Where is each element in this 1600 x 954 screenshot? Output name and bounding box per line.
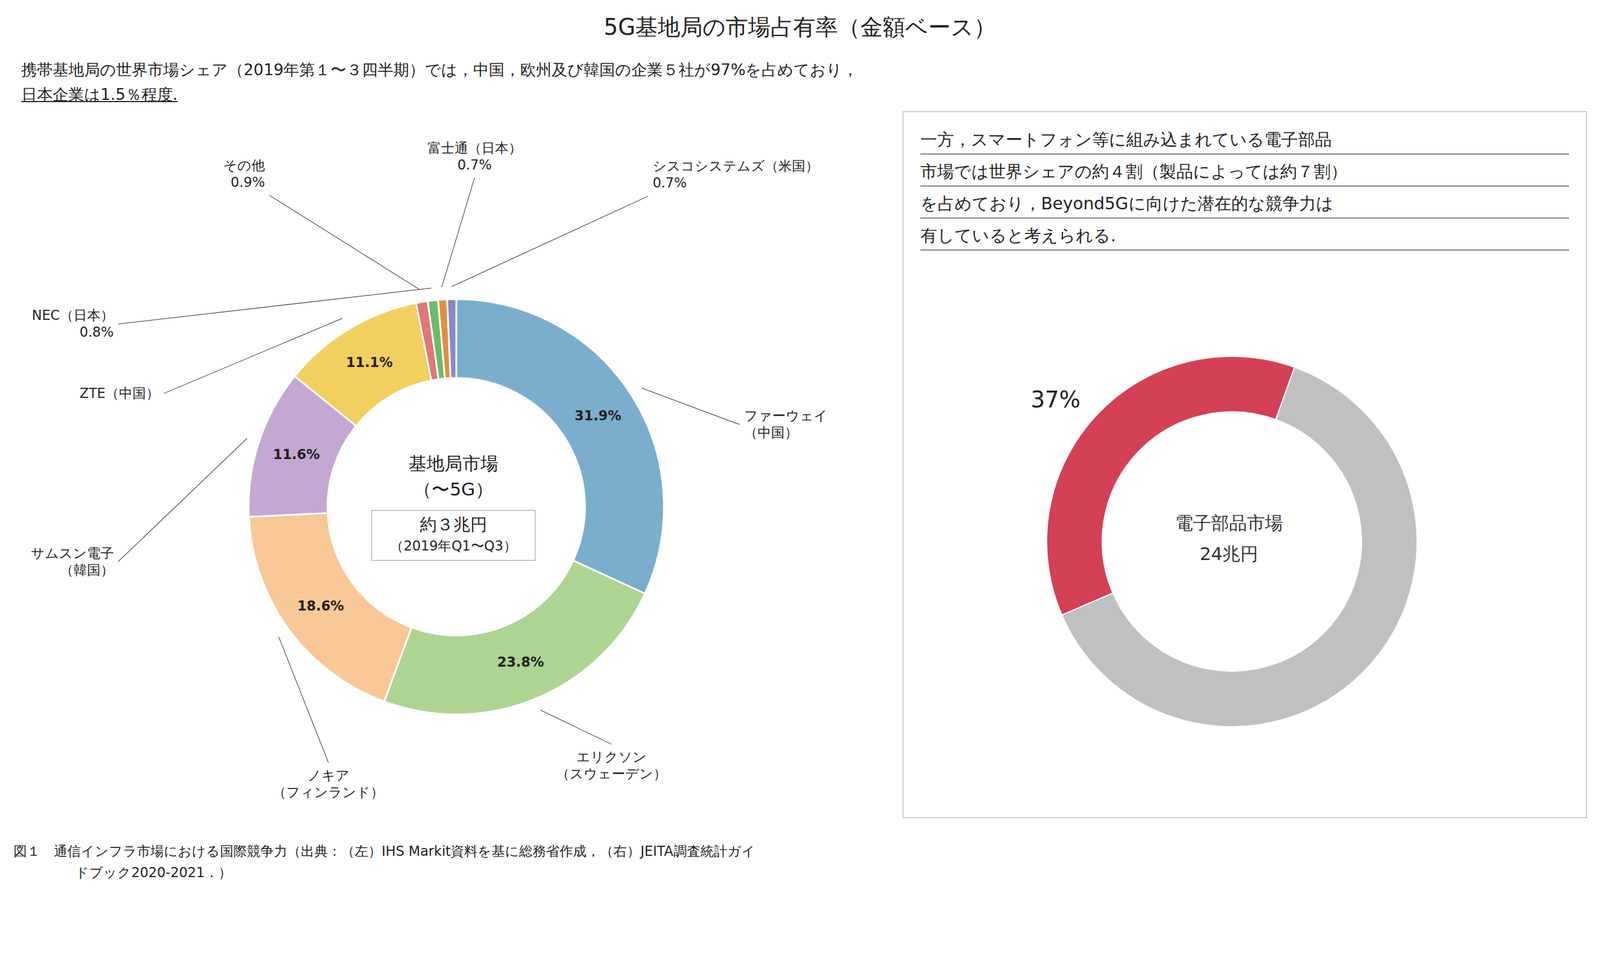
svg-text:23.8%: 23.8% [497, 654, 544, 671]
html-text:（2019年Q1〜Q3）: （2019年Q1〜Q3） [390, 538, 517, 554]
html-text:約３兆円: 約３兆円 [419, 514, 488, 535]
html-text:を占めており，Beyond5Gに向けた潜在的な競争力は: を占めており，Beyond5Gに向けた潜在的な競争力は [920, 193, 1334, 214]
html-text:電子部品市場: 電子部品市場 [1175, 512, 1283, 534]
html-text:図１ 通信インフラ市場における国際競争力（出典：（左）IHS: 図１ 通信インフラ市場における国際競争力（出典：（左）IHS Markit資料を… [13, 843, 756, 860]
svg-text:11.1%: 11.1% [346, 354, 393, 371]
svg-text:37%: 37% [1030, 386, 1081, 413]
svg-text:エリクソン（スウェーデン）: エリクソン（スウェーデン） [556, 749, 667, 782]
html-text:基地局市場: 基地局市場 [408, 452, 499, 475]
svg-text:富士通（日本）0.7%: 富士通（日本）0.7% [427, 140, 522, 173]
html-text:日本企業は1.5％程度.: 日本企業は1.5％程度. [21, 85, 178, 104]
svg-text:ZTE（中国）: ZTE（中国） [79, 385, 160, 402]
html-text:市場では世界シェアの約４割（製品によっては約７割）: 市場では世界シェアの約４割（製品によっては約７割） [920, 161, 1348, 182]
html-text:携帯基地局の世界市場シェア（2019年第１〜３四半期）では，: 携帯基地局の世界市場シェア（2019年第１〜３四半期）では，中国，欧州及び韓国の… [21, 60, 859, 80]
svg-text:その他0.9%: その他0.9% [223, 157, 265, 191]
svg-text:NEC（日本）0.8%: NEC（日本）0.8% [31, 307, 114, 341]
svg-text:18.6%: 18.6% [297, 598, 345, 614]
html-text:5G基地局の市場占有率（金額ベース）: 5G基地局の市場占有率（金額ベース） [603, 14, 997, 40]
html-text:24兆円: 24兆円 [1199, 543, 1259, 565]
svg-text:31.9%: 31.9% [574, 407, 622, 424]
svg-text:11.6%: 11.6% [272, 446, 320, 463]
svg-text:シスコシステムズ（米国）0.7%: シスコシステムズ（米国）0.7% [652, 158, 819, 191]
html-text:一方，スマートフォン等に組み込まれている電子部品: 一方，スマートフォン等に組み込まれている電子部品 [920, 129, 1332, 150]
svg-text:サムスン電子（韓国）: サムスン電子（韓国） [30, 545, 114, 579]
svg-text:ノキア（フィンランド）: ノキア（フィンランド） [272, 767, 384, 801]
svg-text:ファーウェイ（中国）: ファーウェイ（中国） [744, 407, 828, 441]
html-text:有していると考えられる.: 有していると考えられる. [920, 225, 1116, 246]
html-text:（〜5G）: （〜5G） [413, 478, 494, 501]
html-text:ドブック2020-2021．）: ドブック2020-2021．） [75, 864, 232, 881]
